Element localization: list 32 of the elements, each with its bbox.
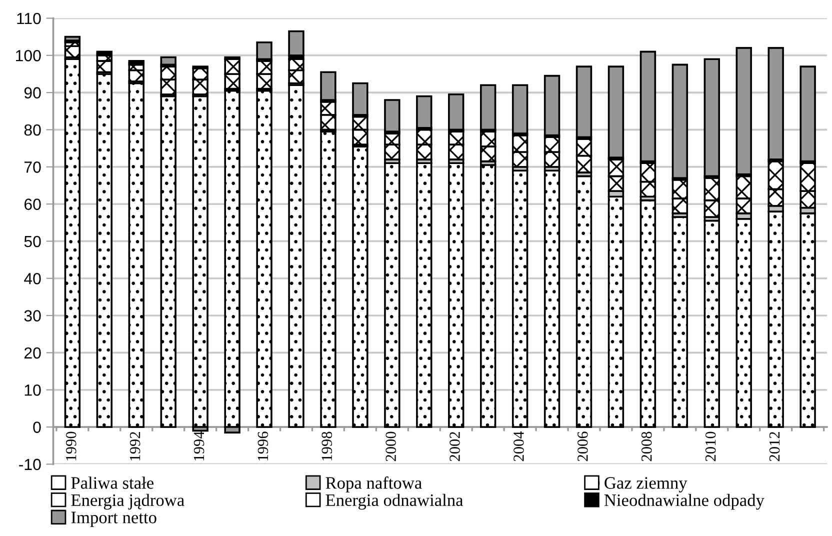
y-tick-label: 70 — [24, 162, 41, 173]
x-tick-label: 1990 — [66, 432, 76, 460]
x-tick-label: 2000 — [386, 432, 396, 462]
x-tick-label: 2004 — [514, 431, 524, 462]
y-tick-label: 0 — [33, 422, 41, 433]
legend-label: Ropa naftowa — [326, 476, 422, 492]
y-tick-label: 10 — [24, 384, 41, 396]
x-tick-label: 1996 — [258, 432, 268, 460]
y-tick-label: 80 — [24, 124, 41, 136]
y-tick-label: 110 — [17, 12, 41, 24]
y-tick-label: 60 — [24, 198, 41, 210]
y-tick-label: 40 — [24, 272, 41, 284]
x-tick-label: 2012 — [769, 432, 780, 462]
x-tick-label: 2002 — [450, 432, 460, 462]
legend-label: Import netto — [71, 512, 156, 527]
x-tick-label: 2010 — [705, 432, 716, 462]
legend-label: Paliwa stałe — [71, 476, 154, 489]
legend-label: Energia jądrowa — [71, 494, 184, 510]
y-tick-label: 90 — [24, 87, 41, 98]
y-tick-label: 20 — [24, 347, 41, 359]
x-tick-label: 2006 — [578, 432, 588, 462]
y-tick-label: 100 — [16, 50, 41, 62]
y-tick-label: -10 — [19, 458, 41, 470]
y-tick-label: 50 — [24, 236, 41, 248]
legend-label: Energia odnawialna — [326, 494, 464, 510]
x-tick-label: 1992 — [130, 432, 140, 460]
y-tick-label: 30 — [24, 310, 41, 322]
x-tick-label: 2008 — [641, 432, 652, 462]
x-tick-label: 1994 — [194, 431, 204, 460]
x-tick-label: 1998 — [322, 432, 332, 460]
legend-label: Nieodnawialne odpady — [604, 494, 764, 510]
legend-label: Gaz ziemny — [604, 477, 688, 492]
